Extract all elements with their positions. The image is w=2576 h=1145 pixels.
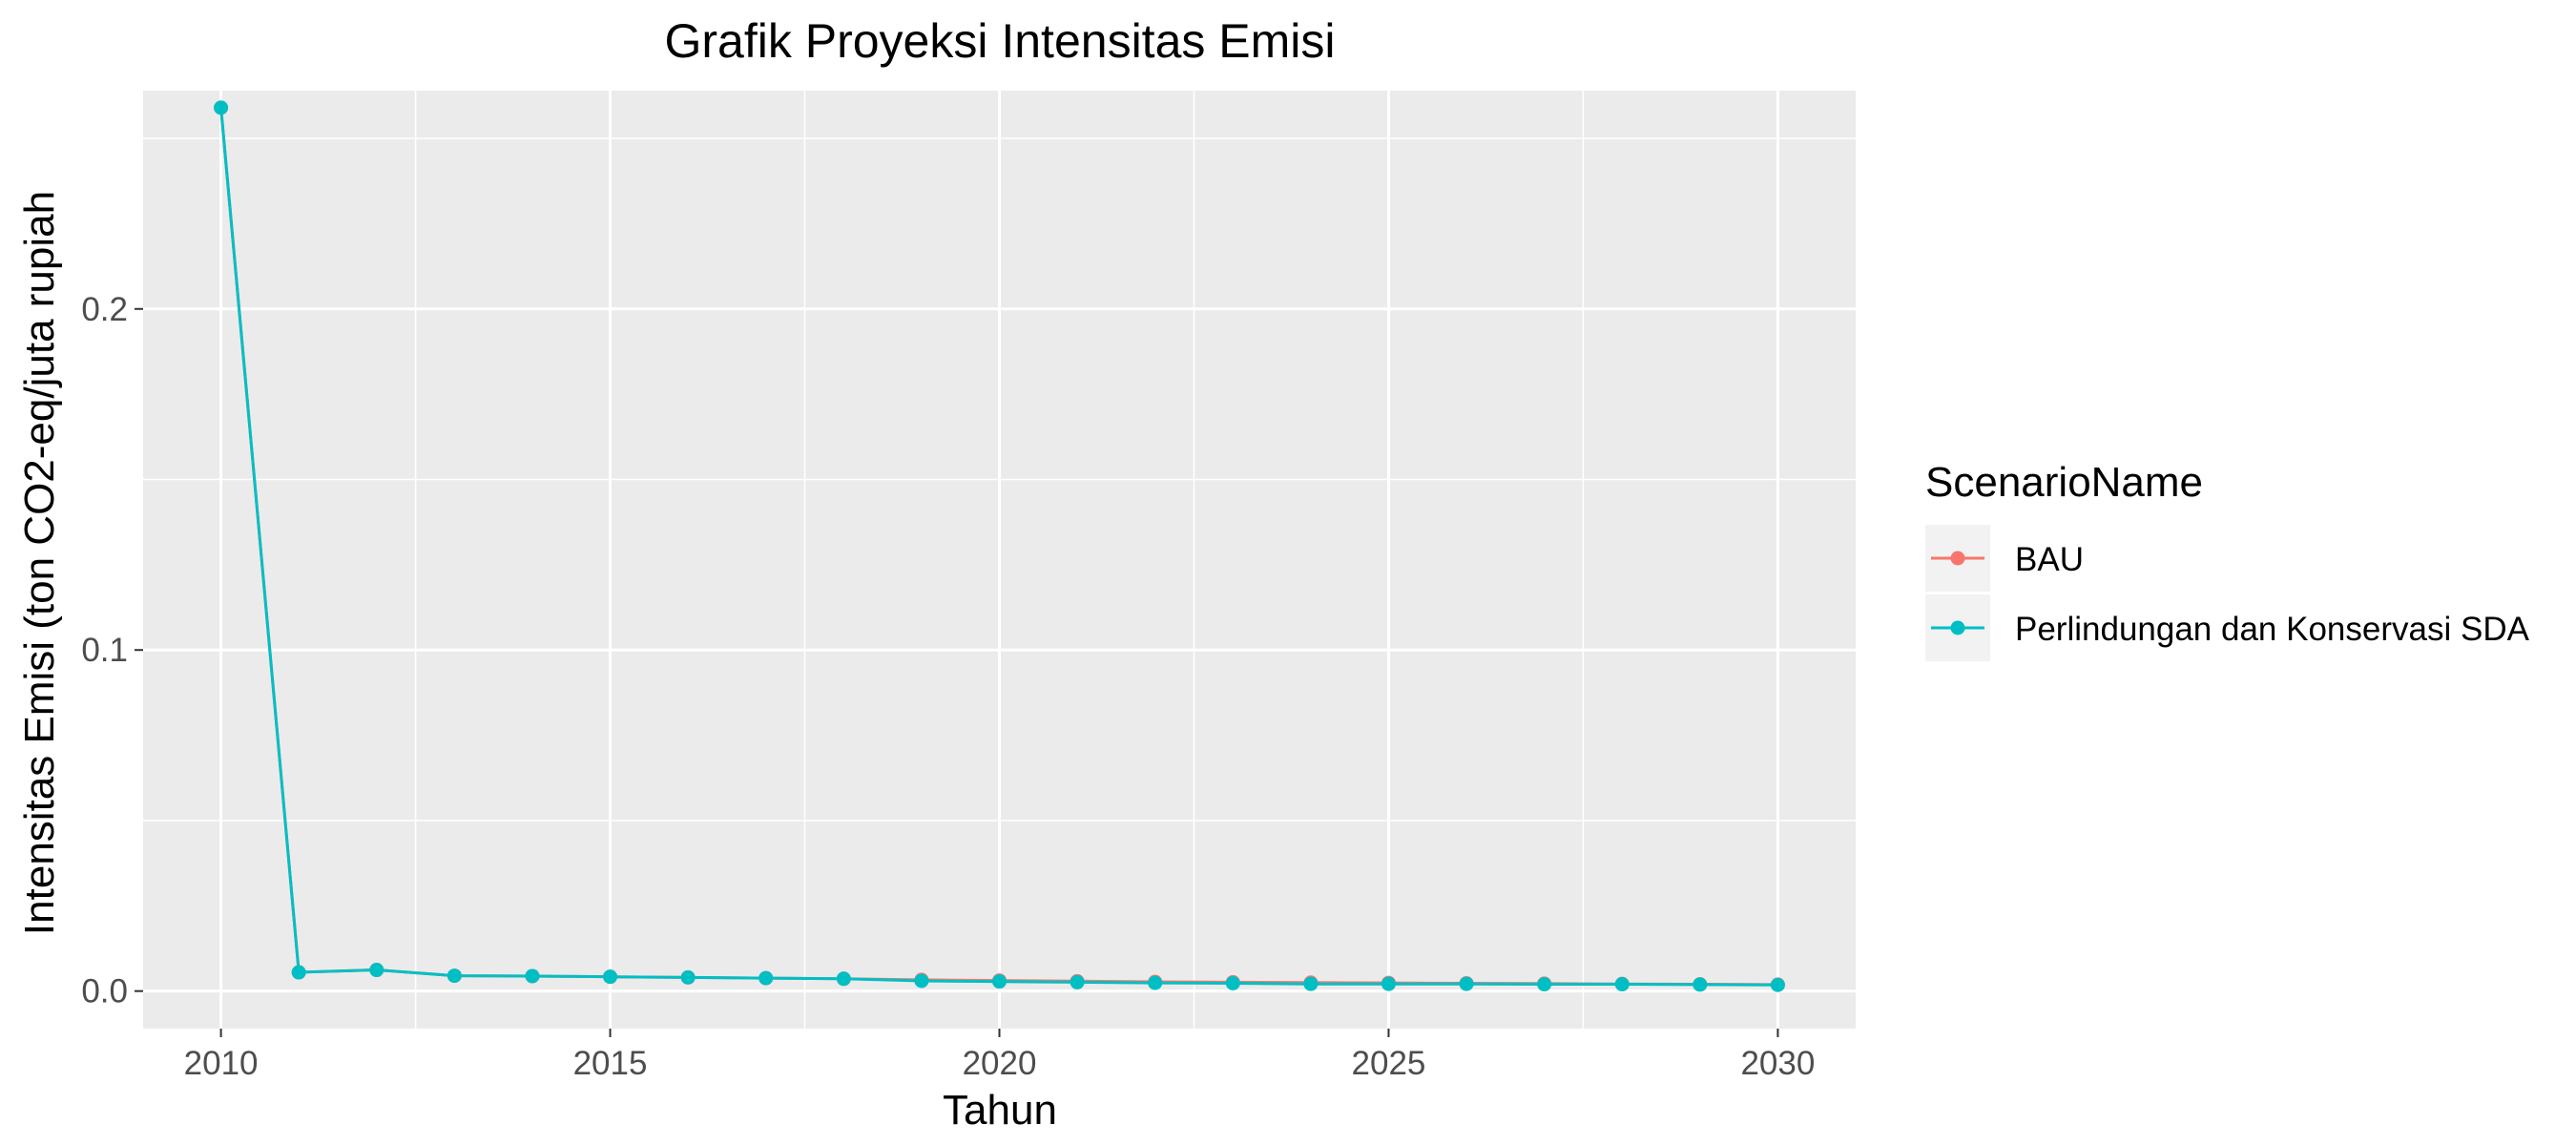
data-point [369,963,384,978]
data-point [447,968,462,984]
y-tick-label: 0.0 [81,973,128,1010]
data-point [525,968,540,984]
data-point [291,965,306,980]
x-tick-label: 2020 [963,1045,1037,1082]
data-point [1459,976,1474,991]
series-group [214,100,1785,992]
y-axis-title: Intensitas Emisi (ton CO2-eq/juta rupiah [16,191,63,935]
data-point [1303,976,1319,991]
x-tick-label: 2015 [573,1045,648,1082]
legend: ScenarioName BAU Perlindungan dan Konserv… [1925,459,2530,661]
data-point [758,970,774,986]
legend-key-point [1950,620,1965,635]
data-point [1148,975,1163,990]
x-tick-label: 2025 [1352,1045,1426,1082]
x-axis-title: Tahun [943,1087,1057,1134]
data-point [1693,977,1708,992]
legend-label: BAU [2015,541,2084,578]
y-axis: 0.0 0.1 0.2 [81,291,143,1010]
data-point [1225,975,1240,990]
data-point [1537,977,1552,992]
x-axis: 2010 2015 2020 2025 2030 [184,1029,1815,1082]
data-point [914,973,929,989]
legend-title: ScenarioName [1925,459,2203,506]
x-tick-label: 2030 [1740,1045,1815,1082]
data-point [1770,977,1785,992]
legend-label: Perlindungan dan Konservasi SDA [2015,611,2530,648]
data-point [1381,976,1396,991]
data-point [1070,974,1085,989]
x-tick-label: 2010 [184,1045,259,1082]
data-point [1614,977,1630,992]
y-tick-label: 0.1 [81,632,128,669]
legend-key-point [1950,551,1965,566]
chart-title: Grafik Proyeksi Intensitas Emisi [665,14,1336,68]
data-point [214,100,229,115]
data-point [680,969,696,985]
y-tick-label: 0.2 [81,291,128,328]
data-point [836,971,851,987]
data-point [992,974,1007,989]
data-point [603,969,618,985]
plot-panel [143,91,1856,1029]
